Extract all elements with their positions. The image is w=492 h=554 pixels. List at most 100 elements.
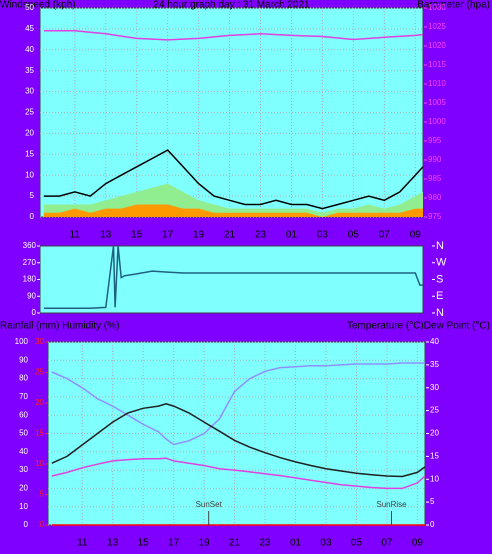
line [43,149,424,210]
x-tick-label: 23 [255,230,267,241]
y-tick-label: 0 [24,520,29,529]
line [43,30,424,41]
y-tick-label: 90 [19,355,28,364]
x-tick-label: 01 [286,230,298,241]
x-tick-label: 09 [410,230,422,241]
x-tick-label: 17 [168,538,180,549]
y2-tick-label: 1005 [428,98,446,107]
y-tick-label: 90 [27,291,36,300]
x-tick-label: 07 [379,230,391,241]
x-tick-label: 03 [320,538,332,549]
y2-tick-label: 995 [428,136,442,145]
y-tick-label: 40 [19,447,28,456]
area [43,204,424,217]
y2-tick-label: 0 [430,520,435,529]
y2-tick-label: 1025 [428,22,446,31]
line [51,457,426,490]
y3-tick-label: 15 [35,429,44,438]
x-tick-label: 07 [381,538,393,549]
y2-tick-label: 20 [430,429,439,438]
y2-tick-label: 10 [430,474,439,483]
y2-tick-label: 985 [428,174,442,183]
y-tick-label: 30 [19,465,28,474]
y-tick-label: 80 [19,374,28,383]
y2-tick-label: 990 [428,155,442,164]
plot-area [47,341,426,526]
y-tick-label: 5 [30,191,35,200]
annotation: SunRise [376,500,407,509]
y-tick-label: 15 [25,149,34,158]
line [51,403,426,478]
y2-tick-label: 1015 [428,60,446,69]
x-tick-label: 19 [193,230,205,241]
y-tick-label: 20 [25,129,34,138]
y-tick-label: 30 [25,87,34,96]
line [43,245,423,310]
y2-tick-label: N [436,307,444,319]
x-tick-label: 05 [348,230,360,241]
y-tick-label: 0 [32,308,37,317]
y-tick-label: 50 [25,3,34,12]
x-tick-label: 15 [131,230,143,241]
x-tick-label: 21 [224,230,236,241]
axis-title: Windspeed (kph) [0,0,76,11]
line [51,362,425,446]
x-tick-label: 11 [77,538,88,549]
chart-title: 24 hour graph day : 31 March 2021 [153,0,310,11]
y-tick-label: 360 [23,241,37,250]
y2-tick-label: 30 [430,383,439,392]
y-tick-label: 0 [30,212,35,221]
y3-tick-label: 30 [35,337,44,346]
y2-tick-label: 40 [430,337,439,346]
y-tick-label: 50 [19,429,28,438]
y-tick-label: 25 [25,108,34,117]
axis-title: Rainfall (mm) Humidity (%) [0,321,119,332]
y-tick-label: 70 [19,392,28,401]
y3-tick-label: 25 [35,368,44,377]
y-tick-label: 60 [19,410,28,419]
y2-tick-label: S [436,273,443,285]
x-tick-label: 01 [290,538,302,549]
y2-tick-label: 35 [430,360,439,369]
x-tick-label: 23 [259,538,271,549]
x-tick-label: 13 [100,230,112,241]
y-tick-label: 10 [25,170,34,179]
y2-tick-label: 5 [430,497,435,506]
y2-tick-label: 25 [430,406,439,415]
x-tick-label: 09 [412,538,424,549]
x-tick-label: 21 [229,538,241,549]
y-tick-label: 10 [19,502,28,511]
y2-tick-label: 1020 [428,41,446,50]
axis-title: Temperature (°C)Dew Point (°C) [347,321,490,332]
plot-area [39,245,424,314]
y2-tick-label: 975 [428,212,442,221]
x-tick-label: 19 [199,538,211,549]
y3-tick-label: 5 [40,490,45,499]
y2-tick-label: 1030 [428,3,446,12]
y2-tick-label: 1010 [428,79,446,88]
y3-tick-label: 20 [35,398,44,407]
x-tick-label: 13 [107,538,119,549]
x-tick-label: 05 [351,538,363,549]
y2-tick-label: N [436,240,444,252]
y2-tick-label: W [436,257,447,269]
y2-tick-label: E [436,290,443,302]
y-tick-label: 100 [15,337,29,346]
y3-tick-label: 10 [35,459,44,468]
y2-tick-label: 15 [430,451,439,460]
y3-tick-label: 0 [40,520,45,529]
y2-tick-label: 980 [428,193,442,202]
y-tick-label: 45 [25,24,34,33]
y-tick-label: 180 [23,275,37,284]
axis-title: Barometer (hpa) [417,0,490,11]
y-tick-label: 20 [19,484,28,493]
x-tick-label: 17 [162,230,174,241]
y-tick-label: 40 [25,45,34,54]
x-tick-label: 03 [317,230,329,241]
y-tick-label: 270 [23,258,37,267]
y2-tick-label: 1000 [428,117,446,126]
y-tick-label: 35 [25,66,34,75]
x-tick-label: 15 [138,538,150,549]
